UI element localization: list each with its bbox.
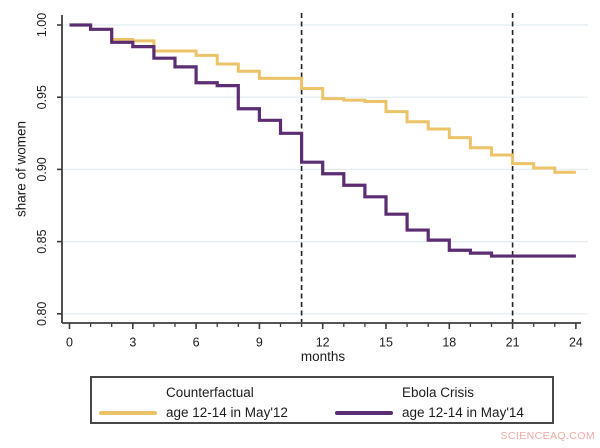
legend-sublabel-counterfactual: age 12-14 in May'12 <box>166 405 288 420</box>
y-tick-label: 0.85 <box>35 229 49 253</box>
x-tick-label: 6 <box>193 336 200 350</box>
legend-label-ebola-crisis: Ebola Crisis <box>402 385 475 400</box>
x-tick-label: 21 <box>506 336 520 350</box>
y-tick-label: 0.80 <box>35 302 49 326</box>
x-axis-title: months <box>300 349 346 364</box>
y-axis-title: share of women <box>13 120 29 218</box>
legend: Counterfactual age 12-14 in May'12 Ebola… <box>90 376 554 424</box>
legend-swatch-counterfactual <box>99 411 157 415</box>
legend-sublabel-ebola-crisis: age 12-14 in May'14 <box>402 405 524 420</box>
x-tick-label: 0 <box>66 336 73 350</box>
watermark: SCIENCEAQ.COM <box>500 430 595 442</box>
legend-swatch-ebola-crisis <box>335 411 393 415</box>
y-tick-label: 0.90 <box>35 157 49 181</box>
x-tick-label: 3 <box>129 336 136 350</box>
x-tick-label: 18 <box>442 336 456 350</box>
series-line-ebola-crisis <box>69 23 576 258</box>
legend-label-counterfactual: Counterfactual <box>166 385 254 400</box>
x-tick-label: 24 <box>569 336 583 350</box>
x-tick-label: 9 <box>256 336 263 350</box>
x-tick-label: 12 <box>316 336 330 350</box>
y-tick-label: 1.00 <box>35 13 49 37</box>
y-tick-label: 0.95 <box>35 85 49 109</box>
x-tick-label: 15 <box>379 336 393 350</box>
